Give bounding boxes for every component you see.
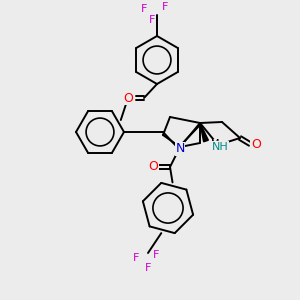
Polygon shape bbox=[200, 123, 208, 142]
Text: O: O bbox=[148, 160, 158, 173]
Text: F: F bbox=[141, 4, 147, 14]
Text: N: N bbox=[175, 142, 185, 155]
Text: O: O bbox=[123, 92, 133, 104]
Text: Me: Me bbox=[211, 139, 226, 149]
Text: O: O bbox=[251, 137, 261, 151]
Text: F: F bbox=[149, 15, 155, 25]
Text: F: F bbox=[162, 2, 168, 12]
Text: F: F bbox=[133, 253, 139, 263]
Text: F: F bbox=[145, 263, 151, 273]
Text: NH: NH bbox=[212, 142, 228, 152]
Text: F: F bbox=[153, 250, 159, 260]
